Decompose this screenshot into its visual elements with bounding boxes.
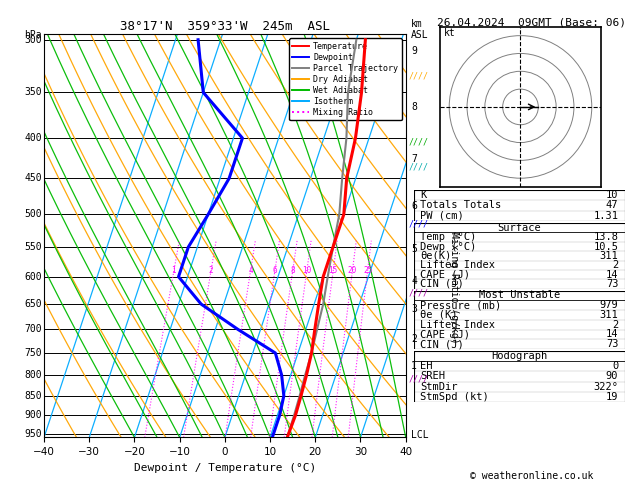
Text: 6: 6: [272, 266, 277, 276]
Text: 2: 2: [612, 320, 618, 330]
Text: LCL: LCL: [411, 430, 429, 439]
Text: 450: 450: [25, 174, 42, 183]
Text: 13.8: 13.8: [593, 232, 618, 242]
Text: 6: 6: [411, 201, 417, 211]
Text: Lifted Index: Lifted Index: [420, 260, 495, 270]
Text: StmDir: StmDir: [420, 382, 458, 392]
Text: Dewp (°C): Dewp (°C): [420, 242, 476, 252]
Text: 600: 600: [25, 272, 42, 282]
Text: 10.5: 10.5: [593, 242, 618, 252]
Text: 14: 14: [606, 270, 618, 279]
Text: 322°: 322°: [593, 382, 618, 392]
Text: 73: 73: [606, 279, 618, 289]
Text: ////: ////: [409, 220, 429, 229]
Text: 0: 0: [612, 361, 618, 371]
Text: 7: 7: [411, 154, 417, 164]
Text: θe (K): θe (K): [420, 310, 458, 320]
Text: 9: 9: [411, 46, 417, 56]
Text: 26.04.2024  09GMT (Base: 06): 26.04.2024 09GMT (Base: 06): [437, 17, 626, 27]
Text: 10: 10: [606, 190, 618, 200]
Text: 73: 73: [606, 339, 618, 349]
Text: 20: 20: [348, 266, 357, 276]
Text: Most Unstable: Most Unstable: [479, 291, 560, 300]
Text: 5: 5: [411, 244, 417, 255]
Text: 47: 47: [606, 200, 618, 210]
Text: 350: 350: [25, 87, 42, 98]
Text: Lifted Index: Lifted Index: [420, 320, 495, 330]
Text: CIN (J): CIN (J): [420, 339, 464, 349]
Text: 800: 800: [25, 370, 42, 380]
Text: Pressure (mb): Pressure (mb): [420, 300, 501, 310]
Text: 14: 14: [606, 330, 618, 339]
Text: © weatheronline.co.uk: © weatheronline.co.uk: [470, 471, 593, 481]
Text: 1: 1: [172, 266, 176, 276]
Text: CAPE (J): CAPE (J): [420, 270, 470, 279]
Text: 550: 550: [25, 242, 42, 252]
Text: 4: 4: [411, 276, 417, 286]
Text: 19: 19: [606, 392, 618, 402]
Text: 1: 1: [411, 362, 417, 371]
Text: 500: 500: [25, 209, 42, 219]
Legend: Temperature, Dewpoint, Parcel Trajectory, Dry Adiabat, Wet Adiabat, Isotherm, Mi: Temperature, Dewpoint, Parcel Trajectory…: [289, 38, 401, 121]
Text: 2: 2: [411, 334, 417, 344]
Text: K: K: [420, 190, 426, 200]
Text: 8: 8: [291, 266, 295, 276]
Text: CAPE (J): CAPE (J): [420, 330, 470, 339]
Text: 400: 400: [25, 133, 42, 143]
Text: ASL: ASL: [411, 30, 429, 40]
Text: SREH: SREH: [420, 371, 445, 382]
Title: 38°17'N  359°33'W  245m  ASL: 38°17'N 359°33'W 245m ASL: [120, 20, 330, 33]
Text: 90: 90: [606, 371, 618, 382]
Text: 900: 900: [25, 410, 42, 420]
Text: 700: 700: [25, 325, 42, 334]
Text: 311: 311: [599, 251, 618, 261]
Text: 850: 850: [25, 391, 42, 401]
Text: PW (cm): PW (cm): [420, 211, 464, 221]
Text: 300: 300: [25, 35, 42, 45]
Text: 10: 10: [302, 266, 311, 276]
Text: 2: 2: [612, 260, 618, 270]
Text: km: km: [411, 18, 423, 29]
Text: EH: EH: [420, 361, 433, 371]
Text: ////: ////: [409, 138, 429, 146]
Text: 4: 4: [248, 266, 253, 276]
Text: ////: ////: [409, 374, 429, 383]
Text: ////: ////: [409, 71, 429, 80]
Text: 750: 750: [25, 348, 42, 358]
Text: StmSpd (kt): StmSpd (kt): [420, 392, 489, 402]
Text: 650: 650: [25, 299, 42, 309]
Text: Mixing Ratio (g/kg): Mixing Ratio (g/kg): [449, 232, 459, 344]
Text: 311: 311: [599, 310, 618, 320]
Text: 3: 3: [411, 304, 417, 314]
Text: 15: 15: [328, 266, 338, 276]
Text: Temp (°C): Temp (°C): [420, 232, 476, 242]
Text: θe(K): θe(K): [420, 251, 452, 261]
Text: 950: 950: [25, 429, 42, 439]
Text: Hodograph: Hodograph: [491, 351, 547, 361]
Text: Surface: Surface: [498, 223, 541, 233]
Text: Totals Totals: Totals Totals: [420, 200, 501, 210]
Text: ////: ////: [409, 289, 429, 297]
Text: 979: 979: [599, 300, 618, 310]
Text: 25: 25: [363, 266, 372, 276]
Text: ////: ////: [409, 163, 429, 172]
Text: 2: 2: [209, 266, 213, 276]
Text: kt: kt: [444, 28, 455, 37]
Text: 8: 8: [411, 102, 417, 112]
Text: hPa: hPa: [25, 30, 42, 40]
X-axis label: Dewpoint / Temperature (°C): Dewpoint / Temperature (°C): [134, 463, 316, 473]
Text: 1.31: 1.31: [593, 211, 618, 221]
Text: CIN (J): CIN (J): [420, 279, 464, 289]
